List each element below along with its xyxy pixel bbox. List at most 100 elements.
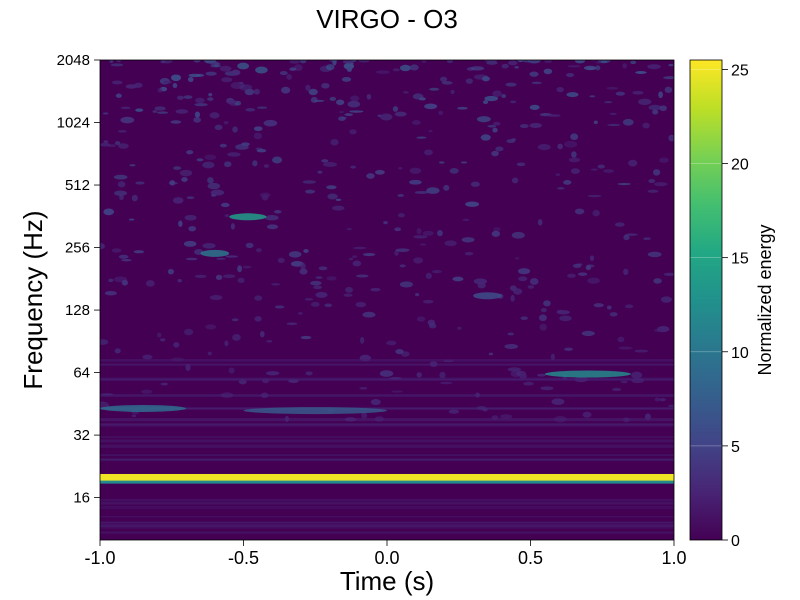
noise-speck (361, 411, 368, 419)
noise-speck (618, 346, 633, 350)
noise-speck (582, 411, 592, 418)
noise-speck (556, 310, 570, 315)
noise-speck (590, 168, 598, 171)
noise-speck (241, 142, 250, 146)
noise-speck (103, 140, 109, 143)
noise-speck (473, 278, 488, 285)
noise-speck (224, 161, 232, 168)
noise-speck (288, 251, 302, 258)
noise-speck (173, 342, 180, 348)
noise-speck (587, 194, 602, 198)
noise-speck (254, 295, 263, 301)
noise-speck (443, 184, 450, 191)
noise-band (100, 377, 674, 381)
noise-speck (399, 64, 411, 72)
noise-speck (531, 81, 542, 85)
noise-speck (257, 106, 268, 109)
noise-speck (181, 177, 188, 183)
noise-speck (462, 218, 470, 222)
noise-speck (667, 404, 674, 408)
noise-speck (210, 64, 222, 68)
feature-blob (200, 249, 230, 257)
noise-speck (518, 276, 528, 282)
noise-speck (266, 224, 279, 230)
noise-speck (100, 142, 110, 147)
noise-speck (543, 68, 553, 75)
noise-speck (184, 214, 197, 221)
noise-speck (501, 63, 509, 69)
noise-speck (422, 230, 434, 236)
noise-speck (431, 270, 442, 274)
noise-speck (413, 235, 428, 239)
noise-speck (441, 81, 453, 85)
noise-speck (193, 60, 201, 63)
noise-speck (115, 93, 122, 98)
noise-speck (299, 268, 308, 275)
noise-speck (570, 168, 580, 174)
noise-speck (104, 291, 117, 296)
noise-speck (517, 60, 525, 62)
noise-speck (391, 390, 403, 393)
noise-speck (507, 332, 515, 336)
feature-blob (243, 407, 387, 415)
noise-band (100, 394, 674, 397)
noise-speck (540, 386, 554, 391)
noise-speck (392, 68, 401, 72)
noise-speck (511, 177, 519, 184)
noise-speck (529, 278, 539, 285)
noise-speck (213, 191, 221, 196)
chart-title: VIRGO - O3 (316, 4, 458, 34)
colorbar-ticks: 0 5 10 15 20 25 (722, 62, 749, 550)
noise-speck (449, 167, 459, 174)
noise-speck (299, 60, 307, 64)
noise-band (100, 439, 674, 443)
noise-speck (424, 103, 438, 110)
noise-speck (255, 66, 268, 74)
noise-band (100, 521, 674, 524)
x-tick-label: -0.5 (228, 548, 259, 568)
noise-speck (370, 287, 381, 292)
noise-speck (277, 257, 285, 264)
noise-speck (359, 387, 368, 390)
noise-speck (167, 268, 175, 275)
noise-speck (183, 95, 193, 99)
noise-speck (461, 237, 475, 243)
noise-speck (659, 105, 667, 112)
noise-speck (184, 328, 194, 336)
noise-speck (310, 280, 322, 286)
noise-speck (272, 156, 283, 164)
noise-speck (252, 160, 258, 167)
noise-speck (510, 100, 517, 104)
noise-speck (557, 187, 565, 190)
noise-speck (135, 108, 144, 112)
noise-speck (327, 193, 338, 200)
noise-speck (207, 351, 212, 356)
noise-speck (652, 109, 659, 115)
noise-speck (482, 100, 489, 105)
noise-band (100, 444, 674, 448)
noise-speck (266, 340, 273, 343)
noise-speck (117, 181, 126, 188)
noise-speck (274, 305, 285, 309)
noise-speck (557, 143, 563, 150)
noise-band (100, 458, 674, 461)
noise-speck (366, 93, 372, 100)
y-tick-label: 512 (65, 177, 90, 194)
noise-speck (232, 334, 241, 341)
noise-speck (172, 197, 184, 204)
noise-speck (351, 255, 358, 259)
noise-speck (175, 109, 189, 114)
noise-speck (539, 323, 547, 331)
noise-speck (131, 414, 137, 418)
noise-speck (529, 104, 540, 110)
noise-speck (570, 133, 579, 141)
noise-speck (617, 182, 631, 186)
noise-speck (643, 237, 651, 241)
noise-speck (343, 293, 353, 297)
noise-speck (492, 90, 502, 97)
noise-speck (516, 162, 526, 167)
x-axis-label: Time (s) (340, 566, 434, 596)
colorbar-frame (689, 59, 723, 541)
noise-band (100, 423, 674, 426)
noise-speck (595, 65, 601, 71)
